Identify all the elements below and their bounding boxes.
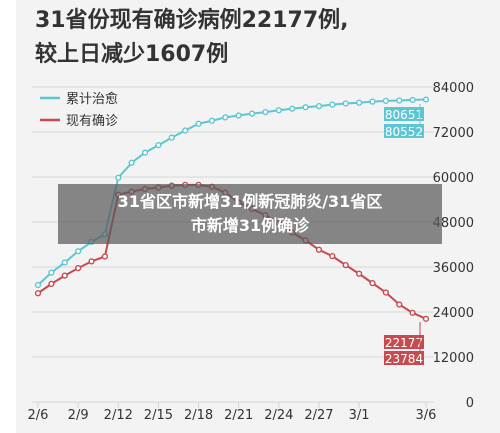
cumulative-cured-point	[315, 103, 323, 110]
current-end-label: 23784	[385, 352, 423, 366]
current-confirmed-point	[382, 289, 389, 296]
cumulative-cured-point	[382, 97, 389, 104]
current-end-label: 22177	[385, 336, 423, 350]
x-tick-label: 3/1	[349, 408, 370, 423]
current-confirmed-point	[369, 280, 376, 287]
caption-line-2: 市新增31例确诊	[190, 216, 310, 235]
cumulative-cured-point	[275, 107, 282, 114]
current-confirmed-point	[101, 253, 108, 260]
cumulative-cured-point	[356, 99, 363, 106]
y-tick-label: 24000	[433, 306, 474, 321]
x-tick-label: 2/27	[304, 408, 333, 423]
headline: 31省份现有确诊病例22177例, 较上日减少1607例	[35, 4, 475, 72]
cumulative-cured-point	[342, 100, 349, 107]
current-confirmed-point	[342, 262, 349, 269]
cumulative-cured-point	[75, 248, 82, 255]
headline-line-1: 31省份现有确诊病例22177例,	[35, 8, 349, 33]
x-tick-label: 3/6	[416, 408, 437, 423]
current-confirmed-point	[75, 265, 82, 272]
cumulative-cured-point	[61, 259, 68, 266]
cumulative-cured-point	[248, 110, 256, 117]
x-tick-label: 2/21	[224, 408, 253, 423]
y-tick-label: 36000	[433, 261, 474, 276]
y-tick-label: 72000	[433, 126, 474, 141]
current-end-label-box	[384, 335, 424, 349]
cumulative-cured-point	[34, 281, 42, 289]
cumulative-cured-point	[208, 117, 216, 124]
cumulative-cured-point	[409, 96, 416, 104]
legend-label-cumulative-cured: 累计治愈	[66, 92, 118, 107]
current-end-label-box	[384, 351, 424, 365]
cumulative-cured-point	[128, 159, 135, 166]
cumulative-cured-point	[422, 96, 430, 103]
x-tick-label: 2/24	[264, 408, 293, 423]
cumulative-cured-point	[369, 98, 376, 105]
cumulative-cured-point	[329, 101, 336, 108]
cumulative-cured-point	[302, 104, 309, 111]
cumulative-cured-point	[115, 174, 122, 181]
y-tick-label: 0	[466, 396, 474, 411]
y-tick-label: 84000	[433, 81, 474, 96]
y-tick-label: 12000	[433, 351, 474, 366]
legend-label-current-confirmed: 现有确诊	[66, 114, 118, 129]
current-confirmed-point	[315, 246, 323, 253]
current-confirmed-point	[422, 315, 430, 322]
cumulative-cured-point	[222, 114, 229, 121]
cumulative-cured-point	[155, 142, 162, 149]
x-tick-label: 2/15	[144, 408, 173, 423]
current-confirmed-point	[61, 272, 68, 279]
current-confirmed-point	[34, 290, 42, 297]
x-tick-label: 2/12	[104, 408, 133, 423]
y-tick-label: 48000	[433, 216, 474, 231]
cumulative-end-label: 80651	[385, 108, 423, 122]
cumulative-cured-point	[289, 105, 296, 112]
current-confirmed-point	[409, 309, 416, 316]
grid-lines	[32, 86, 434, 408]
current-confirmed-point	[396, 301, 403, 308]
headline-line-2: 较上日减少1607例	[35, 42, 229, 67]
caption-overlay: 31省区市新增31例新冠肺炎/31省区 市新增31例确诊	[58, 184, 442, 244]
cumulative-cured-point	[48, 269, 55, 276]
current-confirmed-point	[329, 253, 336, 260]
cumulative-cured-point	[235, 112, 242, 119]
x-axis-labels: 2/6 2/9 2/12 2/15 2/18 2/21 2/24 2/27 3/1 3/6	[28, 408, 437, 423]
x-tick-label: 2/18	[184, 408, 213, 423]
end-value-labels: 80651 80552 22177 23784	[384, 104, 424, 366]
cumulative-cured-point	[262, 109, 269, 116]
cumulative-cured-point	[182, 127, 189, 134]
y-axis-labels: 84000 72000 60000 48000 36000 24000 12000 0	[433, 81, 474, 411]
caption-line-1: 31省区市新增31例新冠肺炎/31省区	[117, 192, 383, 211]
x-tick-label: 2/9	[68, 408, 89, 423]
cumulative-cured-point	[195, 120, 202, 127]
x-tick-label: 2/6	[28, 408, 49, 423]
cumulative-cured-point	[396, 97, 403, 104]
cumulative-end-label-box	[384, 124, 424, 138]
current-confirmed-point	[48, 280, 55, 287]
cumulative-end-label: 80552	[385, 125, 423, 139]
current-confirmed-point	[88, 258, 95, 265]
y-tick-label: 60000	[433, 171, 474, 186]
cumulative-cured-point	[141, 149, 149, 156]
current-confirmed-point	[356, 270, 363, 277]
cumulative-end-label-box	[384, 107, 424, 121]
cumulative-cured-point	[168, 134, 175, 141]
